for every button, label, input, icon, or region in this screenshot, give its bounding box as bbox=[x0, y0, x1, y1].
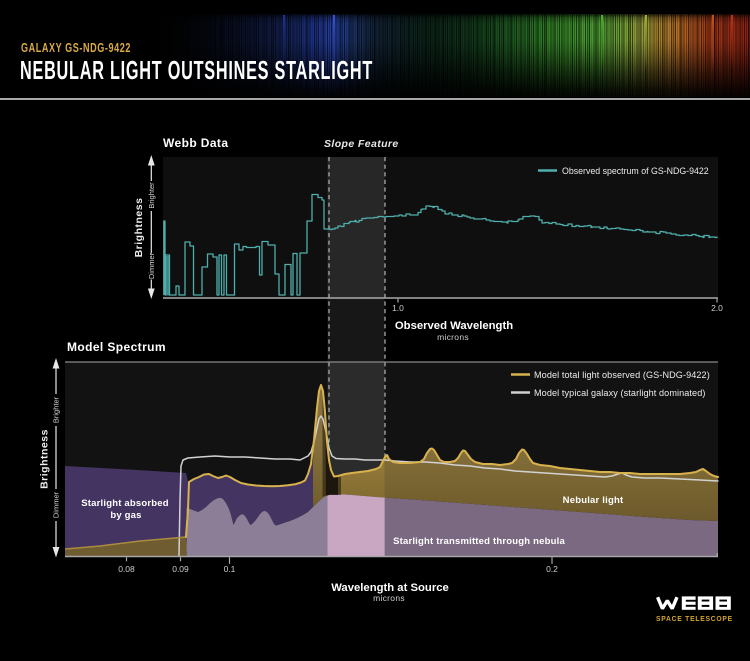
svg-text:Nebular light: Nebular light bbox=[563, 495, 624, 506]
svg-text:0.1: 0.1 bbox=[224, 564, 236, 574]
svg-text:Dimmer: Dimmer bbox=[147, 252, 156, 279]
svg-text:1.0: 1.0 bbox=[392, 303, 404, 313]
svg-text:Brighter: Brighter bbox=[52, 396, 61, 423]
svg-text:Brighter: Brighter bbox=[147, 182, 156, 209]
svg-text:Wavelength at Source: Wavelength at Source bbox=[331, 582, 449, 594]
svg-text:Observed Wavelength: Observed Wavelength bbox=[395, 320, 513, 332]
svg-text:microns: microns bbox=[373, 593, 405, 603]
svg-text:Slope Feature: Slope Feature bbox=[324, 138, 399, 150]
svg-text:Starlight absorbed: Starlight absorbed bbox=[81, 498, 169, 509]
svg-text:microns: microns bbox=[437, 332, 469, 342]
svg-text:2.0: 2.0 bbox=[711, 303, 723, 313]
svg-text:by gas: by gas bbox=[110, 510, 141, 521]
svg-text:Starlight transmitted through: Starlight transmitted through nebula bbox=[393, 536, 565, 547]
svg-text:Observed spectrum of GS-NDG-94: Observed spectrum of GS-NDG-9422 bbox=[562, 166, 709, 176]
svg-text:0.08: 0.08 bbox=[118, 564, 135, 574]
svg-text:Brightness: Brightness bbox=[133, 198, 145, 258]
svg-text:0.2: 0.2 bbox=[546, 564, 558, 574]
svg-text:Model total light observed (GS: Model total light observed (GS-NDG-9422) bbox=[534, 370, 710, 380]
svg-text:Dimmer: Dimmer bbox=[52, 491, 61, 518]
svg-text:0.09: 0.09 bbox=[172, 564, 189, 574]
svg-text:Model typical galaxy (starligh: Model typical galaxy (starlight dominate… bbox=[534, 388, 706, 398]
svg-text:Webb Data: Webb Data bbox=[163, 136, 228, 150]
svg-text:Brightness: Brightness bbox=[38, 429, 50, 489]
svg-text:Model Spectrum: Model Spectrum bbox=[67, 340, 166, 354]
